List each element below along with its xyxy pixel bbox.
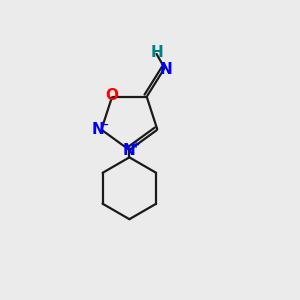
Text: O: O (106, 88, 118, 103)
Text: +: + (132, 140, 140, 150)
Text: N: N (159, 62, 172, 77)
Text: H: H (150, 45, 163, 60)
Text: −: − (101, 120, 110, 130)
Text: N: N (92, 122, 104, 137)
Text: N: N (123, 143, 136, 158)
